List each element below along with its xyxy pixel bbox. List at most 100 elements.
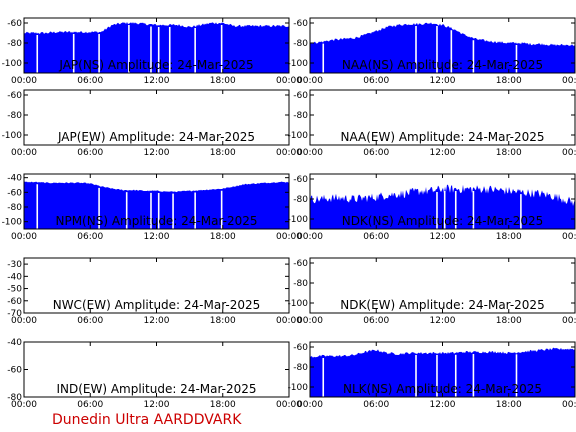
x-tick-label: 18:00: [210, 232, 236, 242]
chart-panel: 00:00 06:00 12:00 18:00 00:00 -100 -80 -60 JAP(N…: [2, 17, 302, 86]
y-tick-label: -60: [7, 297, 22, 307]
x-tick-label: 06:00: [363, 316, 389, 326]
x-tick-label: 00:00: [276, 148, 302, 158]
y-tick-label: -50: [7, 285, 22, 295]
y-tick-label: -80: [293, 279, 308, 289]
chart-panel: 00:00 06:00 12:00 18:00 00:00-80-60-40IND(EW…: [7, 338, 302, 410]
panel-title: NWC(EW) Amplitude: 24-Mar-2025: [53, 298, 261, 312]
panel-title: NLK(NS) Amplitude: 24-Mar-2025: [343, 382, 542, 396]
x-tick-label: 00:00: [11, 232, 37, 242]
x-tick-label: 12:00: [144, 400, 170, 410]
x-tick-label: 00:00: [276, 400, 302, 410]
y-tick-label: -100: [288, 299, 309, 309]
x-tick-label: 00:00: [11, 400, 37, 410]
chart-panel: 00:00 06:00 12:00 18:00 00:00 -100 -80 -60 NDK(E…: [288, 257, 576, 326]
x-tick-label: 12:00: [430, 232, 456, 242]
chart-panel: 00:00 06:00 12:00 18:00 00:00 -100 -80 -60 JAP(E…: [2, 89, 302, 158]
signal-area: [24, 21, 289, 73]
y-tick-label: -30: [7, 260, 22, 270]
y-tick-label: -60: [7, 19, 22, 29]
y-tick-label: -60: [293, 175, 308, 185]
x-tick-label: 00:00: [297, 316, 323, 326]
y-tick-label: -80: [7, 111, 22, 121]
x-tick-label: 18:00: [210, 316, 236, 326]
y-tick-label: -60: [293, 343, 308, 353]
panel-title: NDK(EW) Amplitude: 24-Mar-2025: [340, 298, 544, 312]
x-tick-label: 00:00: [276, 76, 302, 86]
chart-panels: 00:00 06:00 12:00 18:00 00:00 -100 -80 -60 JAP(N…: [2, 17, 576, 410]
x-tick-label: 06:00: [363, 76, 389, 86]
y-tick-label: -100: [288, 131, 309, 141]
panel-title: JAP(EW) Amplitude: 24-Mar-2025: [57, 130, 255, 144]
x-tick-label: 00:00: [276, 316, 302, 326]
x-tick-label: 18:00: [496, 148, 522, 158]
y-tick-label: -40: [7, 272, 22, 282]
x-tick-label: 00:00: [11, 148, 37, 158]
panel-title: JAP(NS) Amplitude: 24-Mar-2025: [58, 58, 253, 72]
x-tick-label: 06:00: [77, 76, 103, 86]
x-tick-label: 00:00: [297, 148, 323, 158]
x-tick-label: 00:00: [11, 76, 37, 86]
x-tick-label: 00:00: [297, 400, 323, 410]
x-tick-label: 12:00: [144, 76, 170, 86]
x-tick-label: 00:00: [11, 316, 37, 326]
y-tick-label: -100: [2, 131, 23, 141]
y-tick-label: -60: [293, 19, 308, 29]
y-tick-label: -60: [7, 188, 22, 198]
x-tick-label: 12:00: [430, 76, 456, 86]
y-tick-label: -60: [293, 91, 308, 101]
chart-panel: 00:00 06:00 12:00 18:00 00:00 -100 -80 -60 NDK(N…: [288, 173, 576, 242]
x-tick-label: 12:00: [430, 148, 456, 158]
x-tick-label: 06:00: [363, 148, 389, 158]
y-tick-label: -40: [7, 174, 22, 184]
chart-panel: 00:00 06:00 12:00 18:00 00:00 -100 -80 -60 -40 NP…: [2, 173, 302, 242]
y-tick-label: -80: [7, 393, 22, 403]
x-tick-label: 18:00: [496, 400, 522, 410]
panel-title: NAA(NS) Amplitude: 24-Mar-2025: [342, 58, 543, 72]
x-tick-label: 00:00: [562, 232, 576, 242]
chart-panel: 00:00 06:00 12:00 18:00 00:00 -100 -80 -60 NLK(N…: [288, 341, 576, 410]
x-tick-label: 18:00: [210, 400, 236, 410]
x-tick-label: 18:00: [496, 232, 522, 242]
x-tick-label: 18:00: [210, 76, 236, 86]
x-tick-label: 00:00: [276, 232, 302, 242]
x-tick-label: 06:00: [77, 232, 103, 242]
y-tick-label: -80: [293, 39, 308, 49]
y-tick-label: -100: [288, 215, 309, 225]
footer-label: Dunedin Ultra AARDDVARK: [52, 412, 242, 428]
x-tick-label: 00:00: [562, 148, 576, 158]
y-tick-label: -80: [7, 203, 22, 213]
y-tick-label: -100: [288, 383, 309, 393]
x-tick-label: 06:00: [77, 400, 103, 410]
chart-panel: 00:00 06:00 12:00 18:00 00:00 -100 -80 -60 NAA(E…: [288, 89, 576, 158]
y-tick-label: -100: [288, 59, 309, 69]
y-tick-label: -80: [293, 363, 308, 373]
signal-area: [24, 181, 289, 229]
signal-area: [310, 347, 575, 397]
x-tick-label: 06:00: [77, 148, 103, 158]
chart-panel: 00:00 06:00 12:00 18:00 00:00-70-60-50-40-30…: [7, 257, 302, 326]
x-tick-label: 00:00: [562, 316, 576, 326]
y-tick-label: -80: [293, 111, 308, 121]
signal-area: [310, 184, 575, 229]
y-tick-label: -100: [2, 218, 23, 228]
y-tick-label: -80: [7, 39, 22, 49]
y-tick-label: -100: [2, 59, 23, 69]
y-tick-label: -60: [7, 366, 22, 376]
panel-title: NDK(NS) Amplitude: 24-Mar-2025: [342, 214, 544, 228]
x-tick-label: 06:00: [77, 316, 103, 326]
x-tick-label: 12:00: [144, 232, 170, 242]
y-tick-label: -60: [7, 91, 22, 101]
x-tick-label: 00:00: [562, 76, 576, 86]
x-tick-label: 06:00: [363, 232, 389, 242]
y-tick-label: -60: [293, 259, 308, 269]
panel-title: IND(EW) Amplitude: 24-Mar-2025: [56, 382, 256, 396]
x-tick-label: 12:00: [144, 316, 170, 326]
x-tick-label: 12:00: [430, 316, 456, 326]
signal-area: [310, 22, 575, 74]
x-tick-label: 06:00: [363, 400, 389, 410]
y-tick-label: -80: [293, 195, 308, 205]
y-tick-label: -70: [7, 309, 22, 319]
y-tick-label: -40: [7, 338, 22, 348]
